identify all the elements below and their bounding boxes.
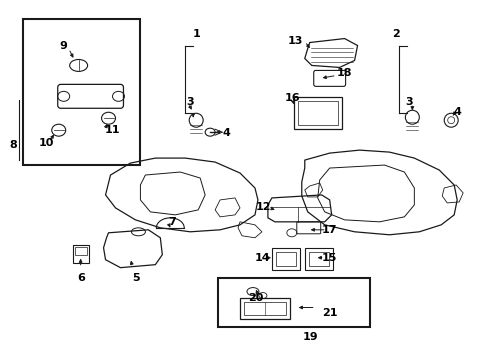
Text: 11: 11 xyxy=(104,125,120,135)
Bar xyxy=(240,298,289,319)
Text: 20: 20 xyxy=(247,293,263,302)
Text: 1: 1 xyxy=(192,28,200,39)
Text: 6: 6 xyxy=(78,273,85,283)
Text: 13: 13 xyxy=(287,36,303,46)
Bar xyxy=(73,245,88,263)
Text: 15: 15 xyxy=(321,253,336,263)
Text: 9: 9 xyxy=(60,41,67,50)
Bar xyxy=(297,101,337,125)
Text: 4: 4 xyxy=(452,107,460,117)
Bar xyxy=(244,302,285,315)
Bar xyxy=(218,278,369,328)
Bar xyxy=(271,248,299,270)
Bar xyxy=(275,252,295,266)
Text: 3: 3 xyxy=(186,97,193,107)
Text: 4: 4 xyxy=(222,128,229,138)
Bar xyxy=(23,19,140,165)
Text: 10: 10 xyxy=(39,138,54,148)
Text: 12: 12 xyxy=(255,202,271,212)
Text: 3: 3 xyxy=(405,97,412,107)
Bar xyxy=(293,97,341,129)
Text: 16: 16 xyxy=(285,93,300,103)
Text: 5: 5 xyxy=(132,273,140,283)
Text: 8: 8 xyxy=(9,140,17,150)
Text: 18: 18 xyxy=(336,68,351,78)
Text: 2: 2 xyxy=(392,28,399,39)
Text: 17: 17 xyxy=(321,225,337,235)
Bar xyxy=(308,252,328,266)
Text: 7: 7 xyxy=(168,217,176,227)
Text: 21: 21 xyxy=(321,307,337,318)
Bar xyxy=(304,248,332,270)
Bar xyxy=(75,247,86,255)
Text: 14: 14 xyxy=(254,253,270,263)
Text: 19: 19 xyxy=(302,332,318,342)
